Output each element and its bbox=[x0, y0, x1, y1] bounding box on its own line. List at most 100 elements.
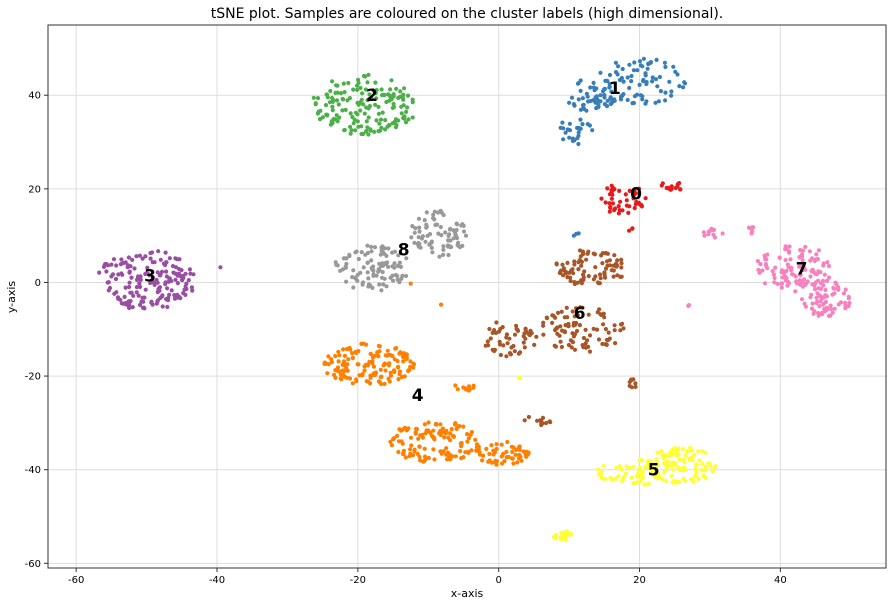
point-cluster-4 bbox=[397, 351, 402, 356]
point-cluster-7 bbox=[798, 278, 803, 284]
point-cluster-1 bbox=[578, 117, 583, 122]
point-cluster-5 bbox=[670, 460, 675, 465]
point-cluster-6 bbox=[523, 336, 528, 341]
point-cluster-4 bbox=[459, 444, 464, 449]
point-cluster-8 bbox=[392, 261, 397, 266]
point-cluster-6 bbox=[494, 320, 499, 325]
point-cluster-6 bbox=[561, 266, 567, 271]
point-cluster-4 bbox=[466, 450, 471, 455]
point-cluster-5 bbox=[700, 449, 705, 454]
point-cluster-6 bbox=[572, 262, 577, 267]
point-cluster-4 bbox=[404, 352, 409, 357]
point-cluster-2 bbox=[342, 128, 347, 133]
point-cluster-2 bbox=[366, 115, 371, 120]
point-cluster-8 bbox=[455, 222, 460, 227]
point-cluster-4 bbox=[402, 425, 407, 430]
point-cluster-6 bbox=[501, 343, 506, 348]
point-cluster-4 bbox=[403, 455, 408, 460]
point-cluster-1 bbox=[632, 60, 637, 65]
point-cluster-2 bbox=[405, 93, 411, 98]
point-cluster-1 bbox=[607, 81, 612, 86]
point-cluster-2 bbox=[334, 113, 339, 118]
point-cluster-0 bbox=[626, 210, 631, 215]
point-cluster-5 bbox=[601, 464, 606, 469]
point-cluster-4 bbox=[432, 457, 437, 462]
point-cluster-4 bbox=[388, 439, 393, 444]
cluster-labels: 0 1 2 3 4 5 6 7 8 bbox=[144, 79, 807, 481]
point-cluster-4 bbox=[517, 452, 522, 457]
point-cluster-0 bbox=[616, 204, 621, 209]
point-cluster-1 bbox=[629, 73, 634, 79]
point-cluster-3 bbox=[169, 278, 174, 284]
point-cluster-8 bbox=[438, 208, 443, 213]
point-cluster-7 bbox=[804, 281, 809, 286]
cluster-label-1: 1 bbox=[609, 79, 621, 99]
point-cluster-8 bbox=[379, 245, 384, 250]
point-cluster-7 bbox=[823, 293, 828, 298]
point-cluster-1 bbox=[682, 81, 688, 86]
x-tick-label: -60 bbox=[68, 575, 84, 586]
point-cluster-1 bbox=[588, 85, 593, 90]
point-cluster-4 bbox=[517, 444, 522, 449]
x-axis-label: x-axis bbox=[451, 587, 484, 600]
point-cluster-2 bbox=[358, 108, 363, 113]
point-cluster-4 bbox=[418, 458, 423, 463]
point-cluster-6 bbox=[566, 342, 572, 348]
point-cluster-1 bbox=[625, 97, 630, 103]
point-cluster-7 bbox=[799, 297, 805, 302]
point-cluster-6 bbox=[550, 313, 555, 318]
point-cluster-6 bbox=[613, 341, 618, 346]
point-cluster-6 bbox=[594, 327, 600, 332]
point-cluster-6 bbox=[539, 422, 544, 428]
point-cluster-3 bbox=[186, 278, 191, 283]
point-cluster-3 bbox=[159, 269, 165, 274]
point-cluster-4 bbox=[499, 442, 504, 447]
point-cluster-2 bbox=[315, 96, 321, 101]
point-cluster-3 bbox=[126, 255, 131, 260]
point-cluster-7 bbox=[846, 303, 851, 309]
point-cluster-5 bbox=[677, 480, 682, 485]
point-cluster-4 bbox=[395, 433, 400, 438]
point-cluster-8 bbox=[403, 273, 409, 279]
x-tick-label: 0 bbox=[496, 575, 502, 586]
point-cluster-4 bbox=[444, 446, 449, 451]
point-cluster-5 bbox=[654, 464, 659, 469]
point-cluster-8 bbox=[386, 246, 391, 251]
point-cluster-7 bbox=[751, 225, 756, 230]
point-cluster-1 bbox=[638, 93, 643, 98]
point-cluster-7 bbox=[814, 300, 819, 306]
point-cluster-1 bbox=[667, 79, 672, 84]
point-cluster-6 bbox=[576, 260, 581, 265]
point-cluster-4 bbox=[469, 448, 474, 453]
point-cluster-6 bbox=[602, 315, 607, 320]
point-cluster-1 bbox=[641, 79, 646, 84]
point-cluster-5 bbox=[645, 482, 650, 487]
point-cluster-3 bbox=[184, 281, 189, 286]
point-cluster-6 bbox=[612, 323, 617, 328]
point-cluster-5 bbox=[637, 465, 642, 470]
point-cluster-6 bbox=[487, 326, 492, 332]
point-cluster-6 bbox=[509, 345, 514, 350]
point-cluster-1 bbox=[594, 106, 599, 111]
point-cluster-8 bbox=[360, 280, 366, 285]
point-cluster-0 bbox=[616, 211, 622, 216]
point-cluster-7 bbox=[763, 262, 769, 267]
point-cluster-2 bbox=[316, 110, 321, 115]
point-cluster-3 bbox=[134, 277, 140, 282]
point-cluster-1 bbox=[576, 97, 581, 102]
cluster-label-0: 0 bbox=[630, 185, 642, 205]
point-cluster-6 bbox=[578, 305, 583, 310]
point-cluster-0 bbox=[624, 198, 629, 203]
point-cluster-0 bbox=[612, 187, 617, 192]
point-cluster-2 bbox=[311, 95, 316, 100]
point-cluster-7 bbox=[779, 285, 784, 290]
point-cluster-3 bbox=[150, 260, 155, 265]
point-cluster-3 bbox=[145, 265, 150, 270]
point-cluster-4 bbox=[494, 462, 499, 467]
point-cluster-1 bbox=[560, 120, 565, 125]
point-cluster-4 bbox=[451, 434, 456, 439]
point-cluster-4 bbox=[366, 363, 371, 368]
point-cluster-7 bbox=[828, 303, 833, 308]
point-cluster-4 bbox=[484, 446, 489, 451]
point-cluster-6 bbox=[518, 350, 523, 355]
